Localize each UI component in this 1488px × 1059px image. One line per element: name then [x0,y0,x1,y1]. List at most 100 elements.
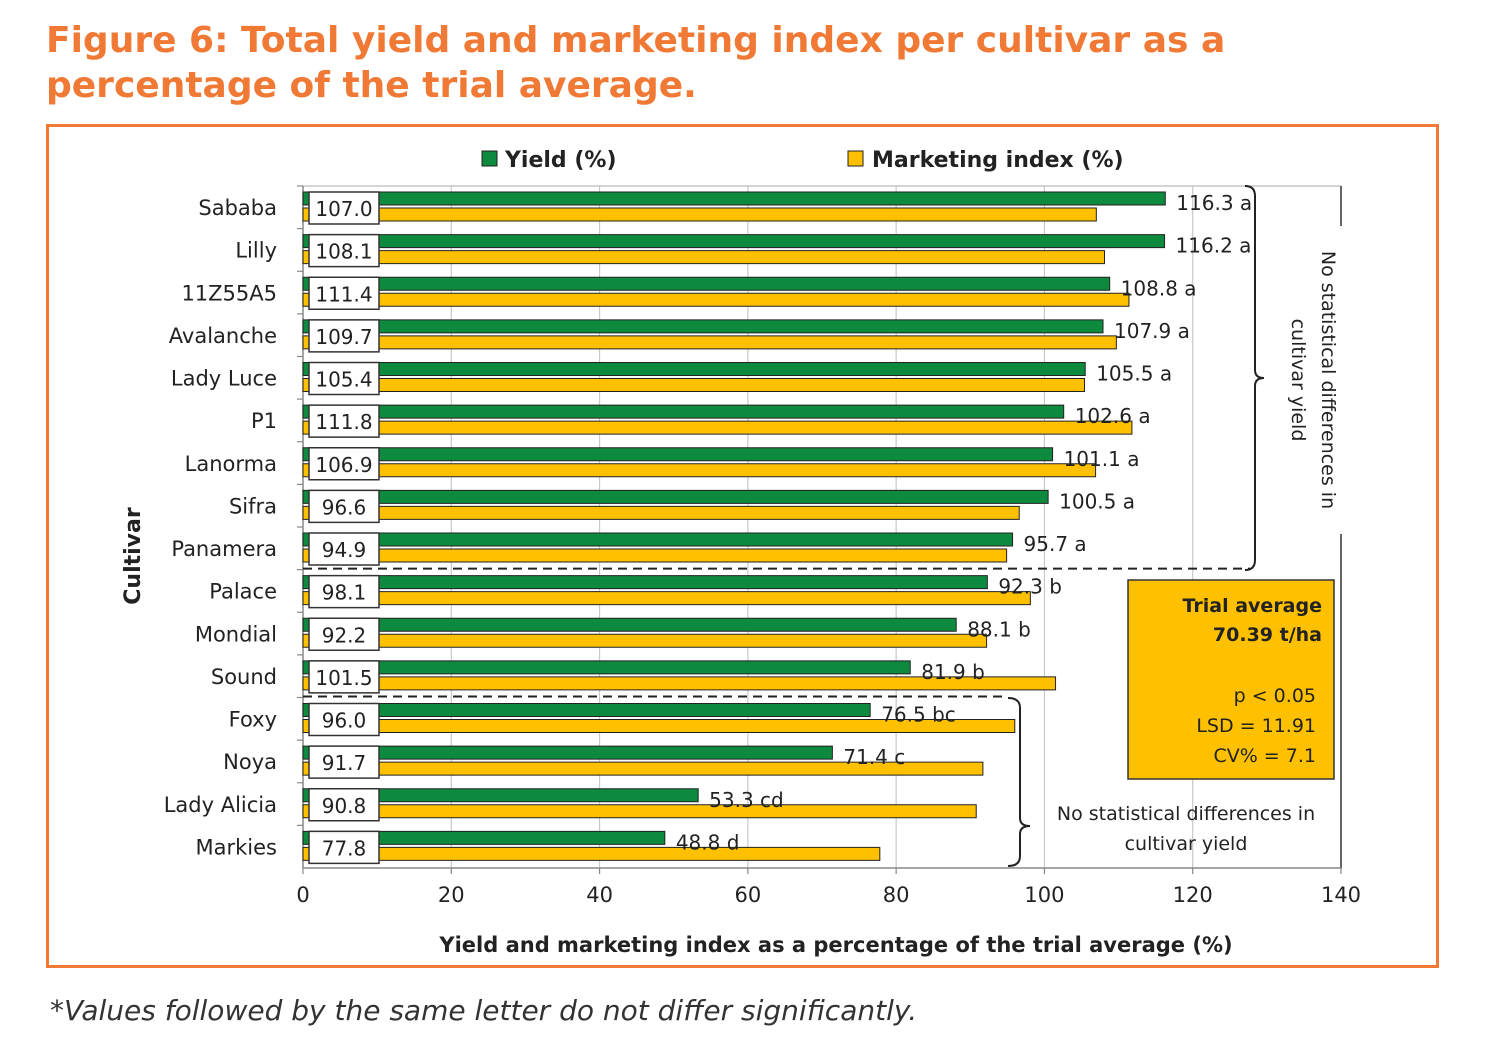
marketing-data-label: 111.8 [315,410,372,434]
bottom-group-brace [1007,697,1031,867]
bar-yield [302,703,871,717]
p-value: p < 0.05 [1234,685,1316,707]
trial-average-label: Trial average [1183,595,1322,617]
marketing-data-label: 109.7 [315,325,372,349]
bar-marketing-index [302,250,1105,265]
cultivar-label: Markies [196,835,277,859]
yield-data-label: 48.8 d [676,830,740,854]
cultivar-label: Sababa [198,196,277,220]
marketing-label-box [308,233,380,268]
x-tick-label: 120 [1173,883,1213,907]
marketing-data-label: 90.8 [322,794,367,818]
marketing-data-label: 111.4 [315,282,372,306]
marketing-data-label: 106.9 [315,453,372,477]
bar-yield [302,362,1086,376]
bar-marketing-index [302,719,1016,733]
marketing-data-label: 92.2 [322,623,367,647]
marketing-data-label: 105.4 [315,368,372,392]
bar-marketing-index [302,548,1008,563]
legend-label-yield: Yield (%) [504,148,617,173]
top-group-note-wrap: cultivar yield [1287,319,1309,442]
bar-marketing-index [302,633,988,648]
marketing-label-box [308,788,380,822]
marketing-data-label: 96.0 [322,709,367,733]
x-tick-label: 60 [734,883,761,907]
yield-data-label: 92.3 b [998,575,1062,599]
legend-label-marketing: Marketing index (%) [872,148,1124,173]
bars [302,191,1166,861]
cultivar-label: Sound [211,665,277,689]
x-axis-title: Yield and marketing index as a percentag… [438,933,1232,957]
bar-yield [302,788,699,803]
bar-marketing-index [302,505,1020,520]
bar-marketing-index [302,420,1133,435]
cultivar-label: Lanorma [185,452,277,476]
yield-data-label: 76.5 bc [881,703,956,727]
bar-yield [302,447,1054,462]
marketing-label-box [308,745,380,779]
yield-data-label: 100.5 a [1059,489,1135,513]
cultivar-label: Mondial [195,622,277,646]
marketing-label-box [308,830,380,865]
marketing-label-box [308,660,380,694]
cultivar-label: Avalanche [169,324,277,348]
bar-yield [302,489,1049,504]
marketing-data-label: 98.1 [322,581,367,605]
cultivar-label: Lady Alicia [164,793,277,817]
bar-marketing-index [302,804,977,819]
cultivar-label: Sifra [229,494,277,518]
trial-average-value: 70.39 t/ha [1213,624,1322,646]
bar-marketing-index [302,761,984,776]
marketing-label-box [308,361,380,396]
cultivar-label: P1 [251,409,277,433]
cultivar-label: Foxy [229,708,277,732]
marketing-data-label: 107.0 [315,197,372,221]
yield-data-label: 116.2 a [1176,234,1252,258]
cultivar-label: Palace [209,580,277,604]
bar-marketing-index [302,335,1117,350]
marketing-data-label: 94.9 [322,538,367,562]
yield-data-label: 95.7 a [1024,532,1087,556]
cultivar-label: Noya [223,750,277,774]
marketing-label-box [308,489,380,524]
yield-data-label: 116.3 a [1176,191,1252,215]
legend-swatch-marketing [847,150,864,167]
marketing-label-box [308,617,380,651]
cultivar-label: Panamera [171,537,277,561]
bar-marketing-index [302,676,1057,691]
yield-data-label: 71.4 c [843,745,905,769]
yield-data-label: 101.1 a [1064,447,1140,471]
bottom-group-note-line2: cultivar yield [1125,833,1248,855]
legend-swatch-yield [481,150,498,167]
figure-title: Figure 6: Total yield and marketing inde… [46,20,1226,106]
bar-marketing-index [302,207,1097,222]
bar-yield [302,191,1166,206]
yield-data-label: 105.5 a [1096,362,1172,386]
bar-yield [302,532,1014,547]
x-tick-label: 80 [883,883,910,907]
bar-yield [302,234,1166,249]
yield-data-label: 88.1 b [967,617,1031,641]
marketing-label-box [308,191,380,225]
cultivar-label: Lilly [235,239,277,263]
marketing-data-label: 91.7 [322,751,367,775]
bar-marketing-index [302,846,881,861]
marketing-data-label: 101.5 [315,666,372,690]
y-axis-title: Cultivar [121,507,146,605]
bar-marketing-index [302,591,1031,606]
bar-marketing-index [302,463,1097,478]
marketing-data-label: 96.6 [322,495,367,519]
marketing-data-label: 77.8 [322,836,367,860]
yield-data-label: 81.9 b [921,660,985,684]
yield-data-label: 102.6 a [1075,404,1151,428]
bar-yield [302,617,957,632]
x-tick-label: 20 [438,883,465,907]
marketing-label-box [308,532,380,566]
labels: 0 20 40 60 80 100 120 140 Sababa 116.3 a 107.0 Lill… [164,191,1361,907]
cultivar-label: Lady Luce [171,367,277,391]
marketing-label-box [308,447,380,481]
marketing-label-box [308,702,380,737]
top-group-brace [1244,185,1265,571]
chart-frame [46,124,1439,968]
